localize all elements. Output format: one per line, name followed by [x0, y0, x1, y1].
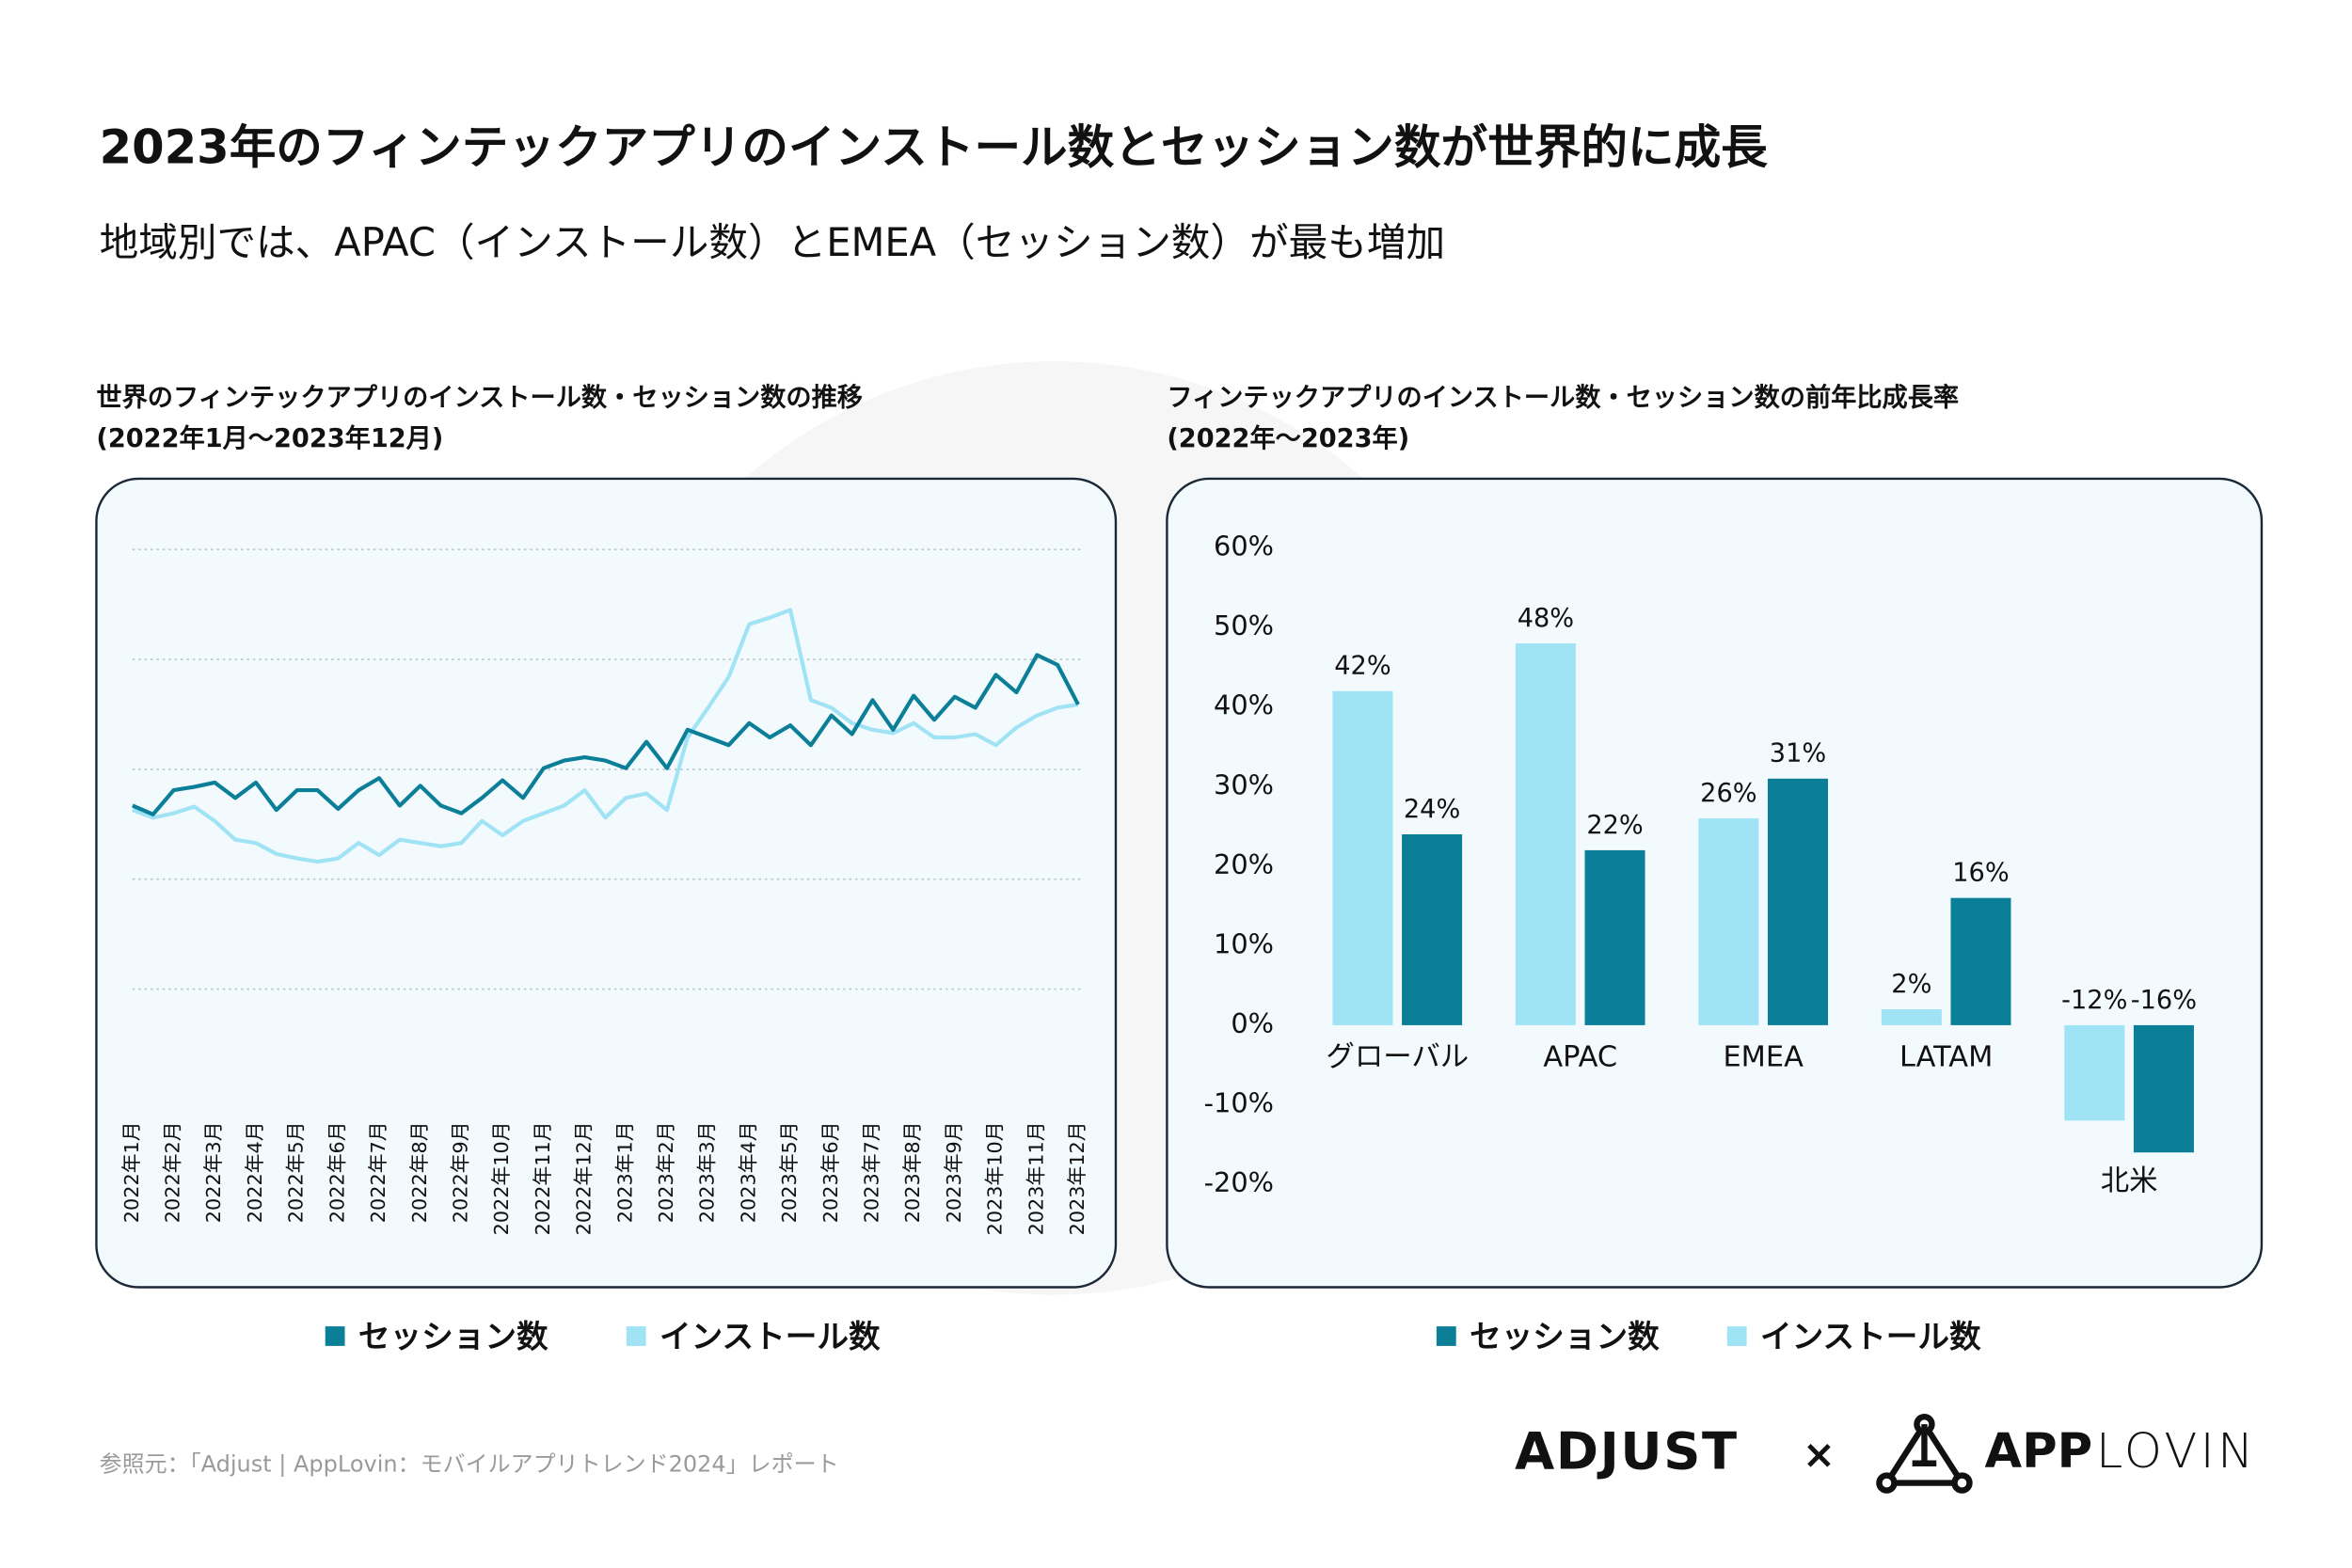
brand-logo: APP [1984, 1423, 2092, 1480]
x-tick-label: 2022年3月 [202, 1121, 225, 1223]
x-tick-label: 2023年5月 [778, 1121, 801, 1223]
brand-logo: ADJUST [1515, 1420, 1739, 1481]
bar [1402, 833, 1463, 1025]
bar [1881, 1009, 1942, 1025]
x-tick-label: 2022年10月 [490, 1121, 513, 1235]
panel [95, 477, 1118, 1289]
y-tick-label: 30% [1214, 768, 1274, 800]
bar [1515, 643, 1576, 1025]
line-series [132, 653, 1080, 816]
brand-icon [1876, 1413, 1973, 1494]
y-tick-label: 10% [1214, 927, 1274, 959]
y-tick-label: 40% [1214, 689, 1274, 721]
x-tick-label: EMEA [1723, 1041, 1804, 1074]
x-tick-label: 2022年7月 [367, 1121, 389, 1223]
legend-label: セッション数 [358, 1318, 548, 1354]
x-tick-label: 2022年11月 [532, 1121, 554, 1235]
chart-title: (2022年～2023年) [1167, 423, 1409, 453]
x-tick-label: 2022年4月 [244, 1121, 266, 1223]
bar [1584, 849, 1645, 1025]
source-note: 参照元：「Adjust | AppLovin：モバイルアプリトレンド2024」レ… [100, 1450, 839, 1477]
line-series [132, 608, 1079, 864]
x-tick-label: 2022年1月 [120, 1121, 143, 1223]
legend-swatch [1436, 1326, 1456, 1346]
subtitle: 地域別では、APAC（インストール数）とEMEA（セッション数）が最も増加 [100, 219, 1445, 265]
value-label: 24% [1404, 795, 1460, 824]
x-tick-label: 2022年12月 [573, 1121, 596, 1235]
value-label: 48% [1518, 604, 1574, 633]
y-tick-label: -20% [1204, 1166, 1274, 1198]
chart-title: フィンテックアプリのインストール数・セッション数の前年比成長率 [1167, 383, 1959, 413]
value-label: 16% [1952, 859, 2009, 888]
x-tick-label: 2023年2月 [655, 1121, 677, 1223]
legend-label: インストール数 [660, 1318, 881, 1354]
legend-swatch [1726, 1326, 1747, 1346]
x-tick-label: 2023年12月 [1066, 1121, 1089, 1235]
x-tick-label: 2022年5月 [285, 1121, 308, 1223]
bar [2133, 1024, 2194, 1153]
bar [1768, 778, 1829, 1025]
y-tick-label: 0% [1231, 1007, 1274, 1039]
y-tick-label: -10% [1204, 1086, 1274, 1118]
x-tick-label: 2023年9月 [943, 1121, 965, 1223]
x-tick-label: 2023年10月 [984, 1121, 1007, 1235]
chart-title: (2022年1月～2023年12月) [96, 423, 443, 453]
x-tick-label: 2023年6月 [819, 1121, 842, 1223]
x-tick-label: 2022年6月 [326, 1121, 348, 1223]
x-tick-label: 2022年8月 [408, 1121, 431, 1223]
x-tick-label: グローバル [1326, 1041, 1469, 1074]
bar [1332, 690, 1393, 1025]
value-label: -12% [2061, 986, 2127, 1015]
y-tick-label: 20% [1214, 848, 1274, 880]
title: 2023年のフィンテックアプリのインストール数とセッション数が世界的に成長 [100, 120, 1769, 175]
x-tick-label: 2023年8月 [901, 1121, 924, 1223]
brand-separator: × [1803, 1431, 1836, 1477]
value-label: 26% [1700, 779, 1756, 808]
brand-logo: LOVIN [2096, 1423, 2257, 1480]
x-tick-label: 2022年9月 [449, 1121, 471, 1223]
bar [1950, 897, 2011, 1025]
x-tick-label: 2023年1月 [613, 1121, 636, 1223]
x-tick-label: LATAM [1899, 1041, 1993, 1074]
y-tick-label: 50% [1214, 610, 1274, 641]
legend-swatch [325, 1326, 345, 1346]
bar [2064, 1024, 2125, 1121]
chart-title: 世界のフィンテックアプリのインストール数・セッション数の推移 [96, 384, 863, 413]
x-tick-label: 2022年2月 [162, 1121, 184, 1223]
bar [1698, 818, 1759, 1025]
x-tick-label: 2023年4月 [737, 1121, 759, 1223]
x-tick-label: APAC [1543, 1041, 1617, 1074]
x-tick-label: 北米 [2101, 1165, 2158, 1198]
value-label: -16% [2131, 986, 2197, 1015]
legend-label: インストール数 [1760, 1318, 1981, 1354]
y-tick-label: 60% [1214, 531, 1274, 562]
legend-swatch [626, 1326, 646, 1346]
x-tick-label: 2023年11月 [1025, 1121, 1047, 1235]
value-label: 31% [1770, 739, 1826, 768]
x-tick-label: 2023年3月 [696, 1121, 719, 1223]
value-label: 2% [1891, 970, 1931, 999]
value-label: 42% [1334, 652, 1391, 681]
x-tick-label: 2023年7月 [860, 1121, 882, 1223]
legend-label: セッション数 [1470, 1318, 1660, 1354]
value-label: 22% [1586, 811, 1643, 840]
